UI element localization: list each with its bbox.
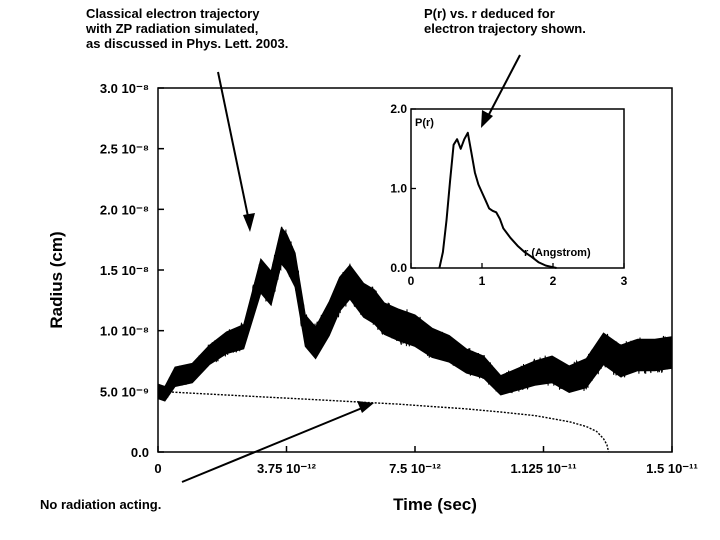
inset-chart: 0 1 2 3 0.0 1.0 2.0 r (Angstrom) P(r) xyxy=(390,102,627,288)
no-radiation-line xyxy=(157,390,610,453)
main-y-tick-label: 2.0 10⁻⁸ xyxy=(100,202,149,217)
inset-x-tick-label: 1 xyxy=(479,274,486,288)
zp-trajectory-band xyxy=(157,226,673,402)
main-y-tick-label: 1.0 10⁻⁸ xyxy=(100,324,149,339)
inset-x-ticks: 0 1 2 3 xyxy=(408,263,628,288)
arrow-inset-note xyxy=(484,54,521,123)
inset-y-tick-label: 2.0 xyxy=(390,102,407,116)
p-of-r-line xyxy=(438,131,557,269)
main-y-tick-label: 5.0 10⁻⁹ xyxy=(100,384,149,399)
x-axis-label: Time (sec) xyxy=(393,495,477,514)
main-y-ticks: 0.0 5.0 10⁻⁹ 1.0 10⁻⁸ 1.5 10⁻⁸ 2.0 10⁻⁸ 2.5 1… xyxy=(100,81,164,460)
annotation-inset-note: P(r) vs. r deduced for electron trajecto… xyxy=(424,6,586,36)
main-y-tick-label: 2.5 10⁻⁸ xyxy=(100,142,149,157)
inset-x-tick-label: 0 xyxy=(408,274,415,288)
inset-y-ticks: 0.0 1.0 2.0 xyxy=(390,102,416,275)
main-x-tick-label: 3.75 10⁻¹² xyxy=(257,461,317,476)
inset-y-axis-label: P(r) xyxy=(415,117,434,129)
inset-y-tick-label: 0.0 xyxy=(390,261,407,275)
main-x-tick-label: 0 xyxy=(154,461,161,476)
main-series-group xyxy=(157,226,673,453)
arrowhead-classical-icon xyxy=(243,213,255,232)
inset-x-tick-label: 3 xyxy=(621,274,628,288)
inset-series-group xyxy=(438,131,557,269)
annotation-arrows xyxy=(181,54,521,483)
annotation-classical-trajectory: Classical electron trajectory with ZP ra… xyxy=(86,6,289,51)
main-x-tick-label: 1.125 10⁻¹¹ xyxy=(510,461,576,476)
main-x-ticks: 0 3.75 10⁻¹² 7.5 10⁻¹² 1.125 10⁻¹¹ 1.5 10⁻¹¹ xyxy=(154,446,698,476)
main-y-tick-label: 0.0 xyxy=(131,445,149,460)
main-x-tick-label: 1.5 10⁻¹¹ xyxy=(646,461,698,476)
arrowhead-no-radiation-icon xyxy=(357,401,374,413)
arrowhead-inset-note-icon xyxy=(481,110,493,128)
zp-trajectory-line xyxy=(157,226,673,401)
main-y-tick-label: 1.5 10⁻⁸ xyxy=(100,263,149,278)
arrow-classical xyxy=(217,71,251,227)
arrow-no-radiation xyxy=(181,405,368,483)
main-x-tick-label: 7.5 10⁻¹² xyxy=(389,461,441,476)
annotation-no-radiation: No radiation acting. xyxy=(40,497,162,512)
zp-trajectory-envelope xyxy=(157,226,673,402)
main-chart: 0 3.75 10⁻¹² 7.5 10⁻¹² 1.125 10⁻¹¹ 1.5 10⁻¹¹… xyxy=(47,81,698,514)
main-y-tick-label: 3.0 10⁻⁸ xyxy=(100,81,149,96)
y-axis-label: Radius (cm) xyxy=(47,231,66,328)
inset-background xyxy=(411,109,624,268)
inset-x-tick-label: 2 xyxy=(550,274,557,288)
inset-x-axis-label: r (Angstrom) xyxy=(524,247,591,259)
inset-y-tick-label: 1.0 xyxy=(390,182,407,196)
